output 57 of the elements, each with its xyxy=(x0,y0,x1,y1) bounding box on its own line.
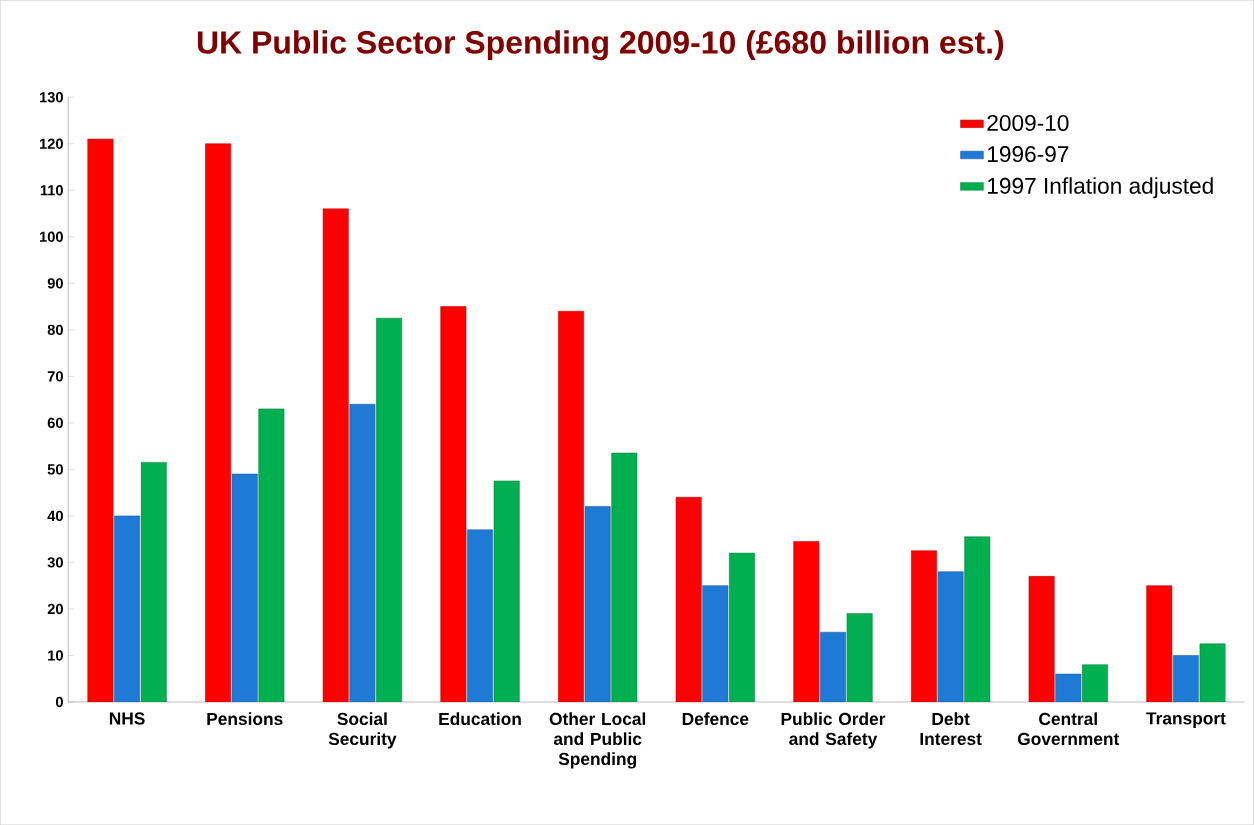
bar xyxy=(702,585,729,702)
bar xyxy=(558,310,584,702)
bar xyxy=(1028,576,1055,702)
bar xyxy=(793,541,820,702)
bar xyxy=(611,452,638,702)
bar xyxy=(258,408,285,702)
x-tick-label: Central Government xyxy=(1017,712,1120,745)
bar xyxy=(820,631,846,702)
bar xyxy=(205,143,231,702)
y-tick-label: 0 xyxy=(55,696,63,708)
y-tick-label: 130 xyxy=(39,91,63,103)
bar xyxy=(87,138,114,702)
y-tick-label: 10 xyxy=(48,650,63,661)
y-tick-label: 40 xyxy=(47,510,63,521)
bar xyxy=(1173,655,1199,702)
y-tick-label: 90 xyxy=(47,278,63,289)
x-tick-label: Other Local and Public Spending xyxy=(549,712,646,769)
y-tick-label: 80 xyxy=(47,324,63,335)
bar xyxy=(493,480,520,702)
y-tick-label: 120 xyxy=(39,138,63,149)
x-tick-label: NHS xyxy=(109,712,145,725)
bar xyxy=(584,506,611,702)
y-tick-label: 100 xyxy=(39,231,63,242)
bar xyxy=(1146,585,1173,702)
bar xyxy=(322,208,349,702)
bar xyxy=(231,473,258,702)
bar xyxy=(349,403,376,702)
y-tick-label: 30 xyxy=(47,557,63,568)
x-tick-label: Public Order and Safety xyxy=(781,712,886,749)
x-tick-label: Social Security xyxy=(328,712,397,749)
x-tick-label: Defence xyxy=(682,712,749,725)
bar xyxy=(911,550,937,702)
bar xyxy=(937,571,964,702)
bar xyxy=(729,552,755,702)
x-tick-label: Transport xyxy=(1146,712,1226,728)
y-tick-label: 110 xyxy=(40,184,63,196)
x-tick-label: Debt Interest xyxy=(920,712,982,745)
bar xyxy=(440,306,467,702)
legend-label: 1996-97 xyxy=(988,145,1069,163)
bar xyxy=(1082,664,1108,702)
y-tick-label: 70 xyxy=(47,371,63,382)
y-tick-label: 60 xyxy=(47,417,63,428)
bar xyxy=(964,536,991,702)
chart-title: UK Public Sector Spending 2009-10 (£680 billion est.) xyxy=(197,30,1004,61)
legend-label: 1997 Inflation adjusted xyxy=(988,177,1213,199)
y-tick-label: 20 xyxy=(47,603,63,615)
y-tick-label: 50 xyxy=(47,464,63,475)
bar xyxy=(846,613,873,702)
bar xyxy=(114,515,140,702)
bar xyxy=(675,496,702,702)
x-tick-label: Education xyxy=(439,712,521,725)
bar xyxy=(140,462,167,702)
bar xyxy=(467,529,493,702)
legend-label: 2009-10 xyxy=(987,114,1069,131)
bar xyxy=(376,317,402,702)
x-tick-label: Pensions xyxy=(207,712,283,725)
bar xyxy=(1199,643,1226,702)
